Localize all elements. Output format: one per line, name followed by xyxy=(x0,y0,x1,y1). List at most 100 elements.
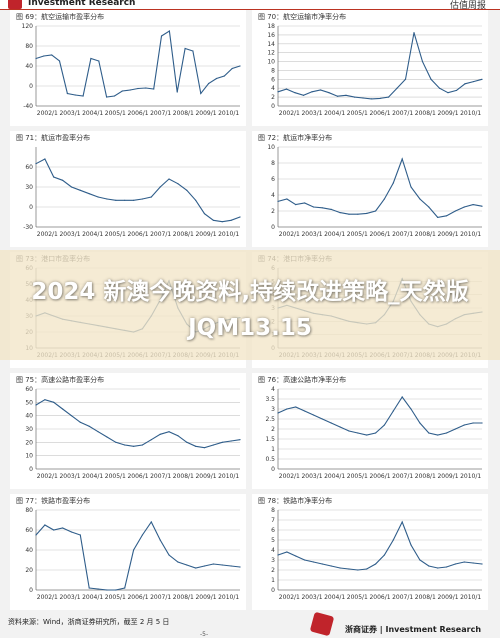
data-point xyxy=(74,94,76,96)
data-point xyxy=(438,87,441,89)
data-point xyxy=(168,554,170,556)
x-tick-label: 2009/1 xyxy=(195,594,216,601)
y-tick-label: 4 xyxy=(271,547,275,554)
data-point xyxy=(348,568,350,570)
data-point xyxy=(312,561,315,563)
data-point xyxy=(410,544,412,546)
x-tick-label: 2003/1 xyxy=(301,473,322,480)
data-point xyxy=(90,57,92,60)
data-point xyxy=(141,198,144,200)
x-tick-label: 2005/1 xyxy=(347,473,368,480)
data-point xyxy=(239,65,241,67)
data-point xyxy=(159,433,161,435)
data-point xyxy=(472,562,474,564)
data-point xyxy=(35,163,37,165)
data-point xyxy=(132,199,135,201)
report-type: 估值周报 xyxy=(449,1,486,11)
data-point xyxy=(286,408,288,410)
data-point xyxy=(141,444,144,446)
data-point xyxy=(455,89,458,92)
data-point xyxy=(366,212,368,214)
data-point xyxy=(129,89,131,91)
chart-panel: 图 75：高速公路市盈率分布 0 10 20 30 40 50 60 2002/1 2003/1 2… xyxy=(10,373,246,489)
data-point xyxy=(428,565,430,567)
data-point xyxy=(203,565,206,567)
data-point xyxy=(106,198,108,200)
data-point xyxy=(481,563,483,565)
data-point xyxy=(321,418,323,420)
data-point xyxy=(106,436,108,438)
data-point xyxy=(97,431,99,433)
data-point xyxy=(82,95,84,97)
data-point xyxy=(319,89,322,91)
data-point xyxy=(115,441,117,443)
data-point xyxy=(321,563,323,565)
data-point xyxy=(124,444,126,446)
data-point xyxy=(454,428,456,430)
data-point xyxy=(113,95,116,97)
y-tick-label: 3 xyxy=(271,406,275,413)
data-point xyxy=(203,213,206,215)
report-header: Investment Research 估值周报 xyxy=(0,0,500,11)
series-line xyxy=(35,399,241,449)
chart-title: 图 72：航运市净率分布 xyxy=(258,134,333,142)
chart-panel: 图 70：航空运输市净率分布 0 2 4 6 8 10 12 14 16 18 2002/1 2003/… xyxy=(252,10,488,126)
data-point xyxy=(203,447,206,449)
x-tick-label: 2008/1 xyxy=(415,473,436,480)
data-point xyxy=(70,186,73,188)
data-point xyxy=(124,587,126,589)
chart-title: 图 77：铁路市盈率分布 xyxy=(16,497,91,505)
x-tick-label: 2009/1 xyxy=(195,110,216,117)
data-point xyxy=(383,554,386,556)
data-point xyxy=(353,96,356,98)
line-chart: 0 0.5 1 1.5 2 2.5 3 3.5 4 2002/1 2003/1 2004/1 2005/… xyxy=(265,386,483,480)
data-point xyxy=(374,432,377,434)
chart-title: 图 69：航空运输市盈率分布 xyxy=(16,13,105,21)
data-point xyxy=(159,539,161,541)
data-point xyxy=(421,60,424,63)
data-point xyxy=(35,57,37,60)
data-point xyxy=(62,179,64,181)
data-point xyxy=(383,198,386,200)
data-point xyxy=(336,95,339,97)
x-tick-label: 2004/1 xyxy=(324,231,345,238)
data-point xyxy=(221,441,223,443)
data-point xyxy=(430,78,432,80)
y-tick-label: 2 xyxy=(271,426,275,433)
data-point xyxy=(97,588,99,590)
footer-logo xyxy=(309,611,335,637)
data-point xyxy=(212,444,214,446)
data-point xyxy=(35,404,37,406)
brand-name: Investment Research xyxy=(28,0,136,8)
data-point xyxy=(304,202,306,204)
data-point xyxy=(286,551,288,553)
x-tick-label: 2002/1 xyxy=(37,110,58,117)
y-tick-label: 2 xyxy=(271,208,275,215)
data-point xyxy=(137,87,139,90)
x-tick-label: 2005/1 xyxy=(105,110,126,117)
data-point xyxy=(177,183,179,185)
data-point xyxy=(168,431,170,433)
data-point xyxy=(366,568,368,570)
data-point xyxy=(419,422,421,424)
data-point xyxy=(339,567,341,569)
x-tick-label: 2007/1 xyxy=(392,231,413,238)
data-point xyxy=(62,527,64,529)
data-point xyxy=(230,219,232,221)
data-point xyxy=(44,524,46,526)
y-tick-label: 3 xyxy=(271,557,275,564)
data-point xyxy=(419,198,421,200)
y-tick-label: 10 xyxy=(267,59,275,66)
y-tick-label: 4 xyxy=(271,386,275,393)
y-tick-label: 4 xyxy=(271,85,275,92)
chart-title: 图 75：高速公路市盈率分布 xyxy=(16,376,105,384)
chart-panel: 图 69：航空运输市盈率分布 -40 0 40 80 120 2002/1 2003/1 200… xyxy=(10,10,246,126)
series-line xyxy=(277,520,483,571)
data-point xyxy=(88,587,90,589)
data-point xyxy=(35,534,37,536)
x-tick-label: 2006/1 xyxy=(127,231,148,238)
data-point xyxy=(463,206,465,208)
data-point xyxy=(145,87,147,89)
